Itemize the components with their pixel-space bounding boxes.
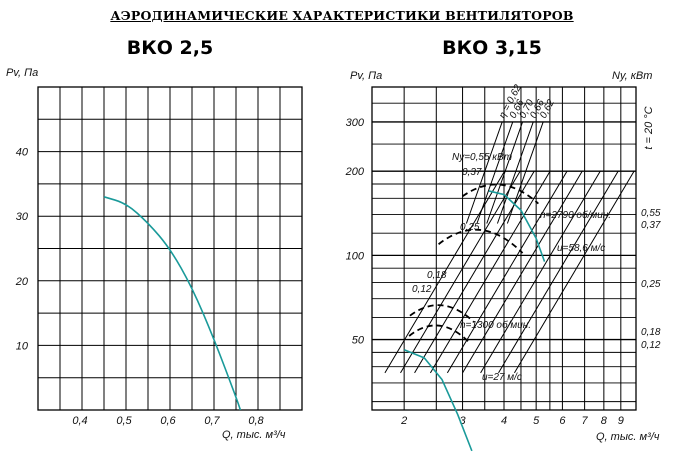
x-tick-label: 8: [601, 415, 608, 427]
y-axis-label: Pv, Па: [350, 70, 382, 82]
y-tick-label: 30: [16, 211, 29, 223]
efficiency-line: [506, 121, 544, 224]
system-resistance-line: [400, 170, 521, 374]
x-tick-label: 4: [501, 415, 507, 427]
efficiency-line: [465, 121, 503, 224]
power-axis-tick-label: 0,55: [641, 208, 661, 219]
y-tick-label: 100: [346, 250, 365, 262]
power-curve-055: [461, 183, 539, 205]
power-axis-tick-label: 0,12: [641, 340, 661, 351]
x-tick-label: 9: [618, 415, 624, 427]
chart-annotation: 0,18: [427, 270, 447, 281]
chart-vko-2-5: ВКО 2,5 Pv, Па 0,4 0,5 0,6 0,7 0,8 10 20 30 40 Q, т…: [6, 37, 303, 441]
x-tick-label: 0,7: [204, 415, 220, 427]
x-tick-label: 6: [559, 415, 566, 427]
chart-title: ВКО 3,15: [442, 37, 542, 59]
chart-annotation: n=2790 об/мин.: [540, 209, 611, 221]
y-tick-label: 300: [346, 117, 365, 129]
x-tick-label: 0,8: [248, 415, 264, 427]
chart-annotation: 0,12: [412, 284, 432, 295]
y-axis-label: Pv, Па: [6, 67, 38, 79]
system-resistance-line: [384, 170, 506, 374]
x-tick-label: 0,4: [72, 415, 87, 427]
x-tick-label: 0,6: [160, 415, 176, 427]
system-resistance-line: [446, 170, 568, 374]
x-tick-label: 3: [459, 415, 466, 427]
system-resistance-line: [429, 170, 551, 374]
chart-annotation: Ny=0,55 кВт: [452, 152, 512, 163]
y-tick-label: 20: [15, 276, 29, 288]
plot-frame: [37, 86, 303, 411]
efficiency-line: [486, 121, 524, 224]
system-resistance-line: [462, 170, 583, 374]
chart-annotation: u=27 м/с: [482, 372, 522, 383]
power-axis-tick-label: 0,37: [641, 220, 661, 231]
plot-frame: [371, 86, 637, 411]
x-tick-label: 2: [400, 415, 407, 427]
x-tick-label: 7: [582, 415, 589, 427]
y-tick-label: 40: [16, 147, 29, 159]
system-resistance-line: [480, 170, 602, 374]
y-tick-label: 50: [352, 335, 365, 347]
power-curve-025: [438, 228, 524, 254]
power-curve-012: [408, 324, 470, 344]
power-axis-tick-label: 0,25: [641, 279, 661, 290]
x-axis-label: Q, тыс. м³/ч: [222, 429, 286, 441]
page-title: АЭРОДИНАМИЧЕСКИЕ ХАРАКТЕРИСТИКИ ВЕНТИЛЯТ…: [110, 8, 574, 23]
power-axis-tick-label: 0,18: [641, 327, 661, 338]
chart-title: ВКО 2,5: [127, 37, 213, 59]
fan-curve-series: [103, 196, 242, 411]
temperature-note: t = 20 °C: [643, 106, 655, 149]
chart-vko-3-15: ВКО 3,15 Pv, Па Ny, кВт t = 20 °C 2 3 4 5 6 7 8 9 50…: [345, 37, 661, 452]
power-axis-label: Ny, кВт: [612, 70, 652, 82]
y-tick-label: 10: [16, 340, 29, 352]
system-resistance-line: [498, 170, 619, 374]
x-tick-label: 5: [533, 415, 540, 427]
efficiency-line: [476, 121, 514, 224]
system-resistance-line: [513, 170, 635, 374]
chart-annotation: 0,25: [460, 222, 480, 233]
power-curve-018: [409, 304, 475, 323]
y-tick-label: 200: [345, 166, 365, 178]
efficiency-line: [496, 121, 534, 224]
chart-annotation: 0,37: [462, 167, 482, 178]
chart-annotation: n=1300 об/мин.: [460, 319, 531, 331]
chart-annotation: u=58,6 м/с: [557, 243, 605, 254]
fan-curve-series-2: [403, 348, 473, 452]
x-tick-label: 0,5: [116, 415, 132, 427]
fan-curve-series-1: [488, 190, 546, 262]
x-axis-label: Q, тыс. м³/ч: [596, 431, 660, 443]
